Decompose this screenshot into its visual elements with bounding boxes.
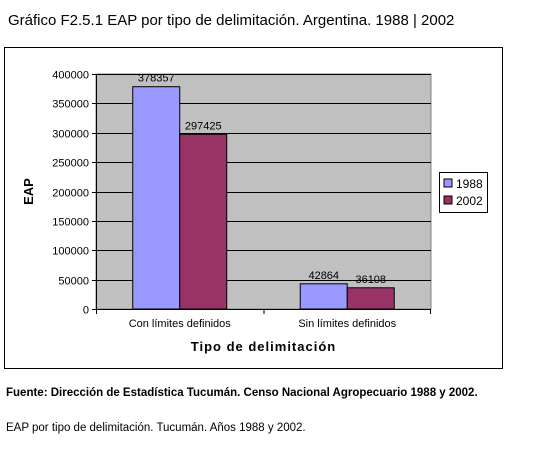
chart-area: 0 50000 100000 150000 200000 250000 300000 3500…: [4, 47, 503, 369]
data-label: 297425: [185, 120, 222, 132]
y-tick-label: 250000: [52, 158, 89, 170]
y-tick-label: 0: [83, 305, 89, 317]
data-label: 42864: [308, 270, 339, 282]
y-tick-label: 100000: [52, 246, 89, 258]
legend-swatch: [443, 178, 453, 188]
source-note: Fuente: Dirección de Estadística Tucumán…: [6, 387, 478, 399]
y-tick-label: 300000: [52, 129, 89, 141]
legend-label: 1988: [456, 177, 483, 191]
x-tick-label: Sin límites definidos: [298, 318, 396, 330]
legend-swatch: [443, 195, 453, 205]
x-tick-label: Con límites definidos: [129, 318, 232, 330]
y-tick-label: 350000: [52, 99, 89, 111]
y-tick-label: 200000: [52, 188, 89, 200]
bar-1988: [132, 86, 181, 310]
x-axis-label: Tipo de delimitación: [191, 339, 336, 354]
y-axis-label: EAP: [21, 178, 36, 205]
legend-label: 2002: [456, 194, 483, 208]
y-tick-label: 50000: [58, 276, 89, 288]
bar-2002: [346, 287, 395, 310]
chart-title: Gráfico F2.5.1 EAP por tipo de delimitac…: [8, 12, 455, 29]
data-label: 378357: [138, 73, 175, 85]
bar-1988: [299, 283, 348, 310]
bar-chart: 0 50000 100000 150000 200000 250000 300000 3500…: [21, 70, 488, 354]
y-tick-label: 150000: [52, 217, 89, 229]
data-label: 36108: [355, 274, 386, 286]
y-tick-label: 400000: [52, 70, 89, 82]
bar-2002: [179, 133, 228, 310]
caption-note: EAP por tipo de delimitación. Tucumán. A…: [6, 422, 306, 434]
